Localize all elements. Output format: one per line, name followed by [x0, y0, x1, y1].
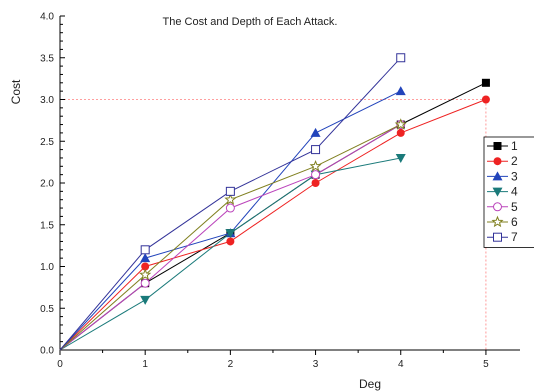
y-tick-label: 1.5	[40, 220, 54, 231]
series-4-line	[59, 157, 401, 351]
series-1-point	[481, 78, 490, 87]
series-7-point	[396, 53, 406, 63]
series-5-point	[311, 170, 321, 180]
series-3	[59, 86, 406, 351]
series-3-line	[59, 90, 401, 351]
legend-marker	[493, 157, 502, 166]
y-tick-label: 2.5	[40, 137, 54, 148]
legend-entry-2: 2	[487, 154, 518, 168]
series-2-point	[481, 95, 490, 104]
chart-title: The Cost and Depth of Each Attack.	[163, 16, 338, 28]
legend-label: 2	[511, 154, 518, 168]
series-2	[59, 95, 490, 351]
y-tick-label: 2.0	[40, 179, 54, 190]
series-2-point	[226, 237, 235, 246]
series-5-point	[225, 203, 235, 213]
legend-entry-6: 6	[487, 215, 518, 229]
x-tick-label: 4	[398, 359, 404, 370]
legend-label: 3	[511, 169, 518, 183]
y-tick-label: 4.0	[40, 12, 54, 23]
series-3-point	[395, 86, 406, 96]
y-tick-label: 3.0	[40, 95, 54, 106]
x-tick-label: 0	[57, 359, 63, 370]
legend-marker	[493, 232, 502, 242]
y-tick-label: 0.5	[40, 304, 54, 315]
series-6-point	[224, 193, 237, 205]
series-4-point	[225, 229, 236, 239]
series-2-line	[59, 99, 487, 351]
series-2-point	[141, 262, 150, 271]
series-layer	[59, 53, 490, 351]
series-7-point	[311, 145, 321, 155]
series-6-point	[394, 118, 407, 130]
x-axis-title: Deg	[359, 377, 381, 391]
y-tick-label: 0.0	[40, 346, 54, 357]
series-1-line	[59, 82, 487, 351]
legend-label: 1	[511, 139, 518, 153]
legend-entry-1: 1	[487, 139, 518, 153]
series-4	[59, 153, 406, 351]
x-tick-label: 3	[313, 359, 319, 370]
legend-marker	[492, 171, 503, 181]
legend-marker	[493, 202, 502, 212]
y-tick-label: 1.0	[40, 262, 54, 273]
y-axis-title: Cost	[9, 79, 23, 104]
y-tick-label: 3.5	[40, 53, 54, 64]
series-4-point	[395, 153, 406, 163]
legend-box	[483, 136, 534, 248]
series-3-point	[140, 253, 151, 263]
legend-label: 6	[511, 215, 518, 229]
legend-marker	[493, 142, 502, 150]
legend-entry-4: 4	[487, 185, 518, 199]
legend-label: 4	[511, 185, 518, 199]
series-5-point	[140, 278, 150, 288]
legend-label: 7	[511, 230, 518, 244]
series-4-point	[140, 295, 151, 305]
series-7-point	[140, 245, 150, 255]
series-2-point	[396, 128, 405, 137]
x-tick-label: 1	[142, 359, 148, 370]
series-1	[59, 78, 490, 351]
series-7	[59, 53, 406, 351]
series-7-point	[225, 186, 235, 196]
series-6	[59, 118, 407, 351]
x-tick-label: 5	[483, 359, 489, 370]
series-6-point	[309, 159, 322, 172]
legend-label: 5	[511, 200, 518, 214]
x-tick-label: 2	[228, 359, 234, 370]
axes: 0 1 2 3 4 50.00.51.01.52.02.53.03.54.0	[40, 12, 520, 370]
series-2-point	[311, 179, 320, 187]
legend-entry-7: 7	[487, 230, 518, 244]
legend-entry-5: 5	[487, 200, 518, 214]
legend-marker	[491, 215, 504, 228]
series-3-point	[310, 127, 321, 137]
legend-marker	[492, 187, 503, 197]
series-6-point	[139, 268, 152, 280]
legend-entry-3: 3	[487, 169, 518, 183]
